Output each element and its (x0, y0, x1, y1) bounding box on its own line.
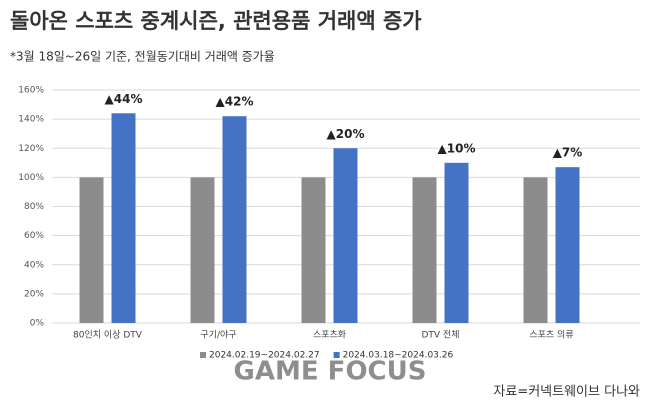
annotation: ▲10% (438, 141, 476, 155)
x-tick-label: 80인치 이상 DTV (73, 329, 143, 341)
y-tick-label: 80% (24, 202, 44, 212)
y-tick-label: 40% (24, 260, 44, 270)
y-tick-label: 0% (30, 319, 45, 329)
x-tick-label: DTV 전체 (421, 330, 459, 341)
x-tick-label: 구기/야구 (200, 330, 236, 341)
annotation: ▲20% (327, 127, 365, 141)
x-tick-label: 스포츠 의류 (529, 330, 573, 341)
y-tick-label: 20% (24, 289, 44, 299)
annotation: ▲44% (105, 92, 143, 106)
bar (222, 116, 247, 324)
y-tick-label: 100% (18, 173, 44, 183)
bar (523, 177, 548, 323)
y-tick-label: 60% (24, 231, 44, 241)
chart-title: 돌아온 스포츠 중계시즌, 관련용품 거래액 증가 (10, 9, 422, 33)
watermark: GAME FOCUS (234, 357, 427, 387)
legend-label: 2024.02.19~2024.02.27 (209, 351, 320, 361)
bar (333, 148, 358, 323)
annotation: ▲42% (216, 95, 254, 109)
y-tick-label: 140% (18, 115, 44, 125)
bar (79, 177, 104, 323)
y-tick-label: 160% (18, 86, 44, 96)
bar (301, 177, 326, 323)
x-tick-label: 스포츠화 (313, 330, 346, 341)
bar (111, 113, 136, 323)
source: 자료=커넥트웨이브 다나와 (493, 385, 640, 400)
chart-subtitle: *3월 18일~26일 기준, 전월동기대비 거래액 증가율 (10, 50, 275, 64)
legend-label: 2024.03.18~2024.03.26 (343, 351, 454, 361)
bar (555, 167, 580, 323)
y-tick-label: 120% (18, 144, 44, 154)
annotation: ▲7% (553, 146, 583, 160)
bar (444, 162, 469, 323)
legend-swatch (200, 352, 206, 358)
legend-swatch (333, 352, 340, 358)
bar (190, 177, 215, 323)
bar (412, 177, 437, 323)
